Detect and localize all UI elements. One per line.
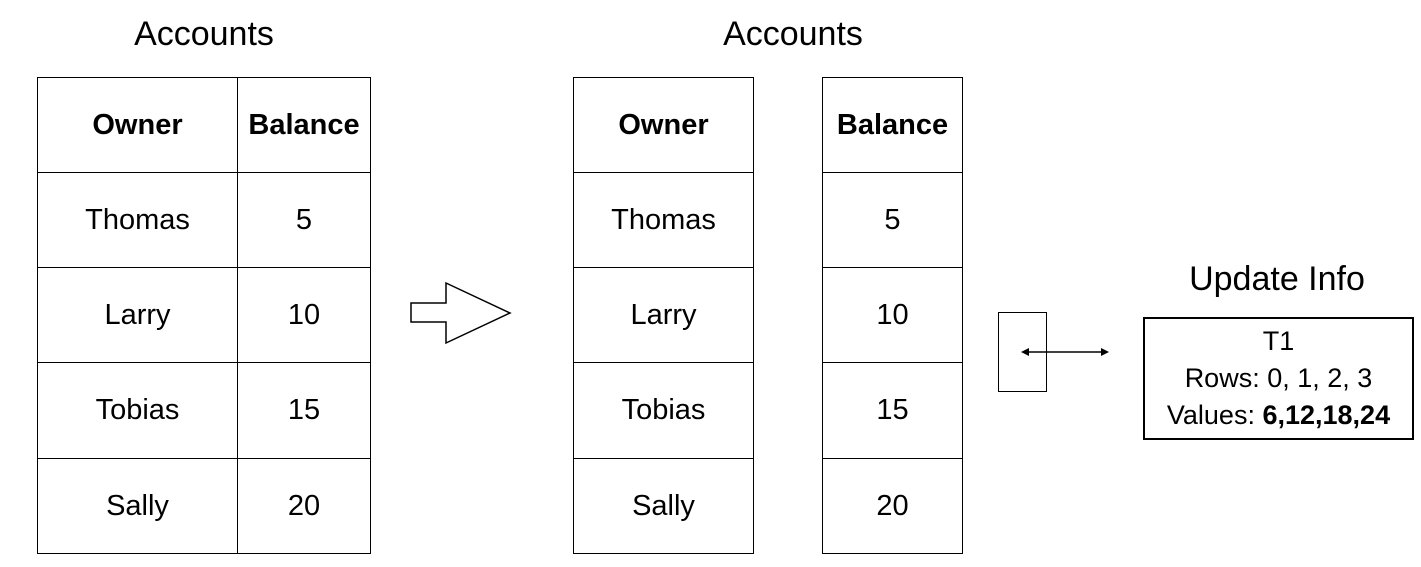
update-info-title: Update Info xyxy=(1189,260,1365,298)
cell-owner: Sally xyxy=(573,458,754,554)
cell-owner: Sally xyxy=(37,458,238,554)
left-table-title: Accounts xyxy=(134,15,274,53)
rows-label: Rows: xyxy=(1184,363,1260,393)
header-balance: Balance xyxy=(822,77,963,173)
values-line: Values: 6,12,18,24 xyxy=(1145,397,1412,434)
cell-owner: Thomas xyxy=(573,172,754,268)
header-balance: Balance xyxy=(237,77,371,173)
transaction-id: T1 xyxy=(1262,326,1295,356)
right-table-title: Accounts xyxy=(723,15,863,53)
block-arrow-right-icon xyxy=(410,281,512,345)
rows-line: Rows: 0, 1, 2, 3 xyxy=(1145,360,1412,397)
cell-balance: 20 xyxy=(822,458,963,554)
values-label: Values: xyxy=(1166,400,1255,430)
cell-balance: 20 xyxy=(237,458,371,554)
double-headed-arrow-icon xyxy=(1021,348,1109,356)
rows-value: 0, 1, 2, 3 xyxy=(1267,363,1373,393)
cell-owner: Thomas xyxy=(37,172,238,268)
values-value: 6,12,18,24 xyxy=(1262,400,1391,430)
update-info-box: T1 Rows: 0, 1, 2, 3 Values: 6,12,18,24 xyxy=(1143,317,1414,440)
header-owner: Owner xyxy=(573,77,754,173)
